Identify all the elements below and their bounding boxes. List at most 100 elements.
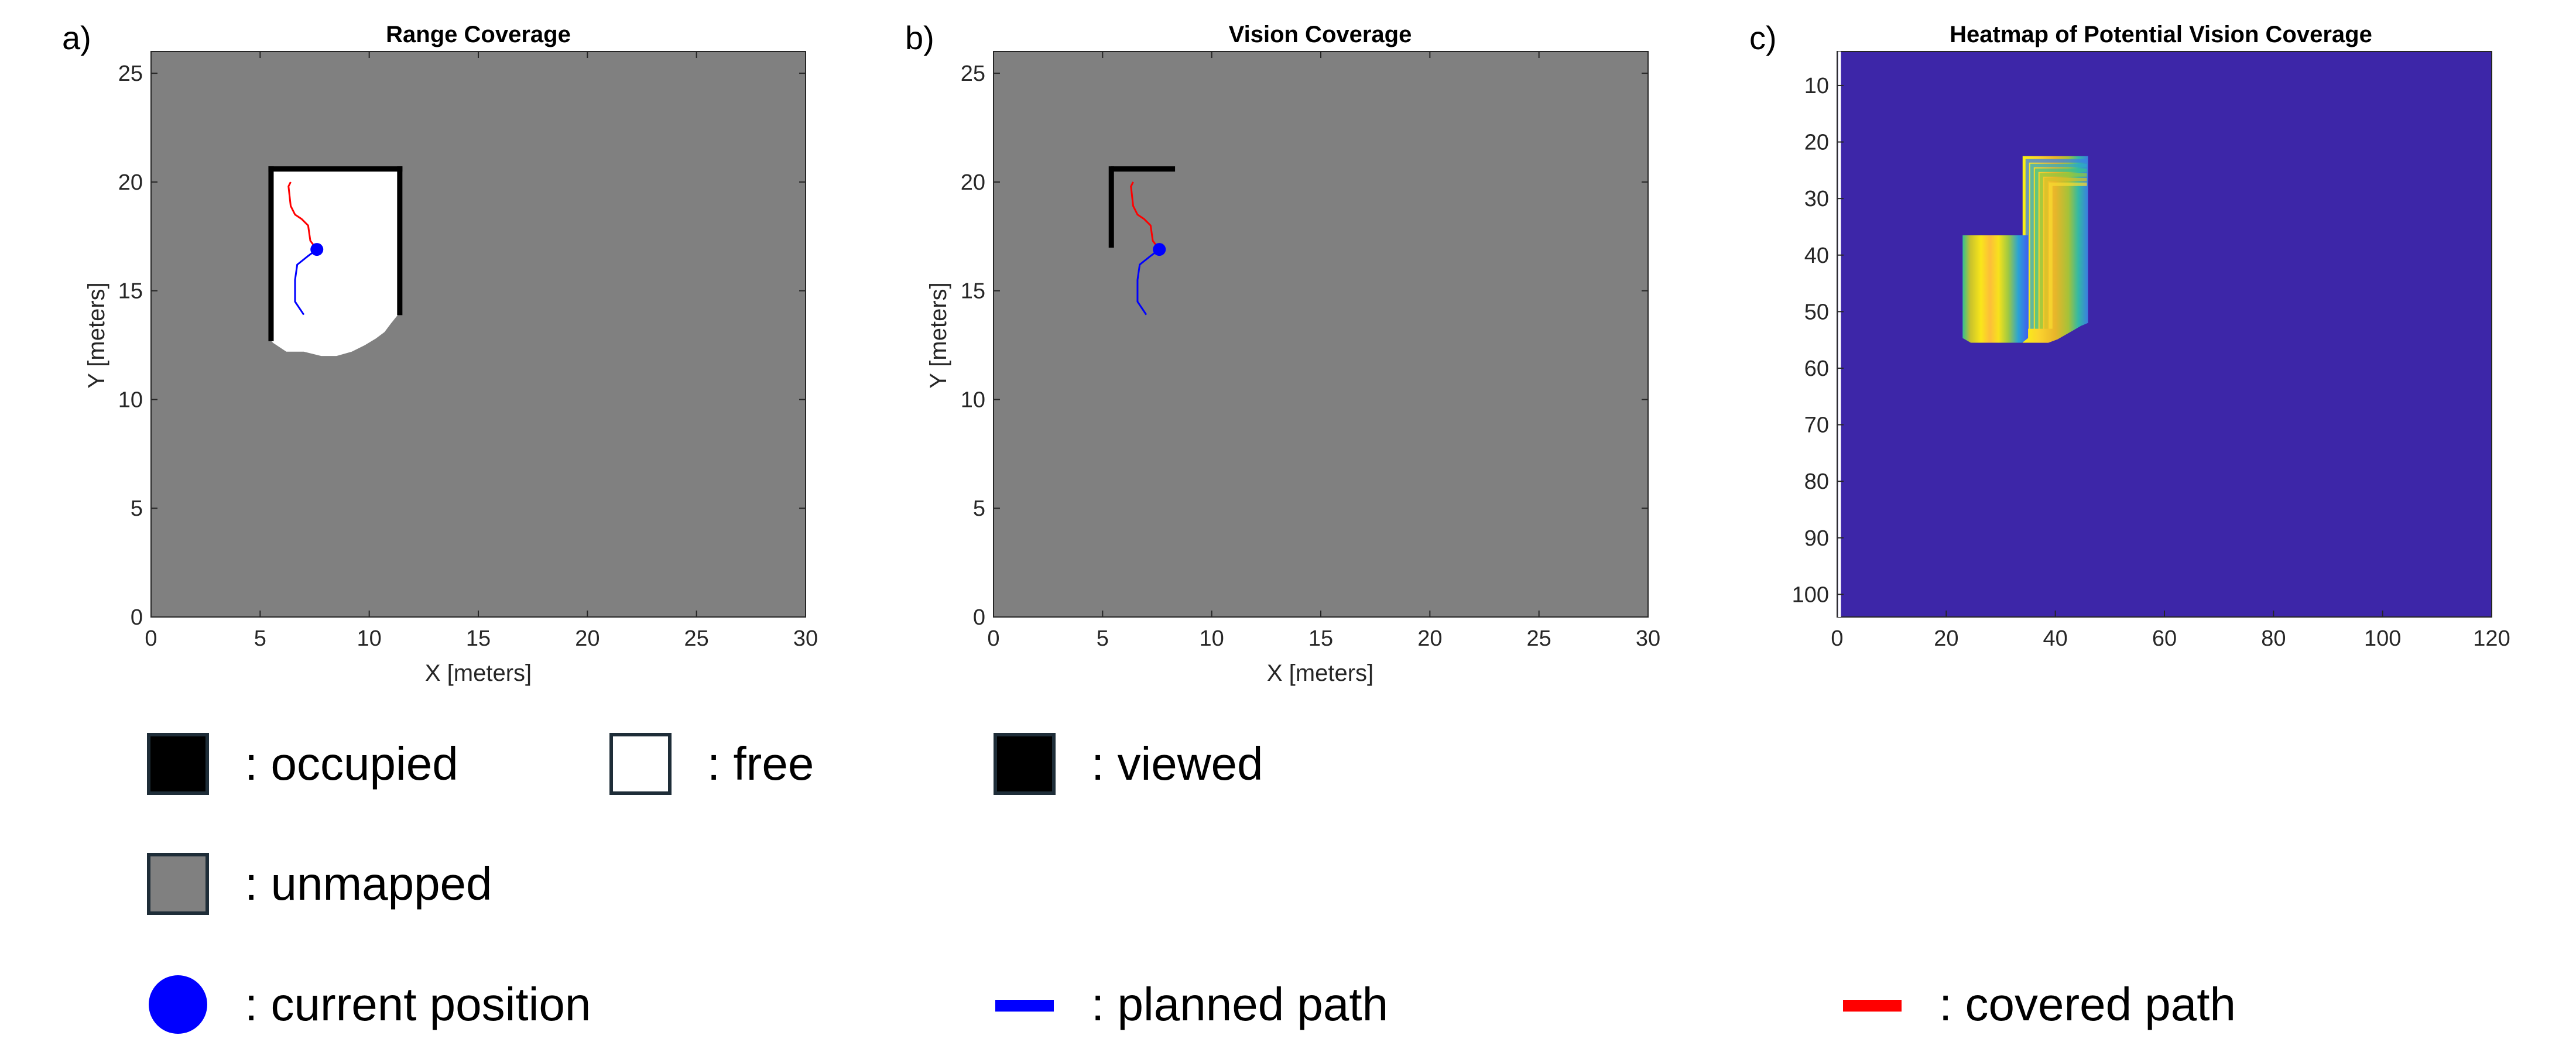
y-tick-label: 100 (1792, 582, 1829, 607)
legend-item: : planned path (995, 978, 1388, 1030)
y-tick-label: 25 (961, 61, 985, 86)
y-tick-label: 20 (961, 170, 985, 195)
legend-item: : viewed (994, 733, 1263, 795)
x-tick-label: 0 (987, 626, 999, 651)
y-tick-label: 25 (118, 61, 143, 86)
legend-swatch-square (147, 733, 209, 795)
heatmap-band (2044, 177, 2087, 329)
x-axis-label-b: X [meters] (1267, 660, 1373, 686)
heatmap-background (1837, 52, 2492, 617)
y-tick-label: 5 (973, 496, 985, 521)
legend-swatch-square (994, 733, 1056, 795)
panel-letter-b: b) (905, 19, 934, 56)
heatmap-upper-block (2022, 156, 2088, 343)
plot-area-a (150, 51, 806, 618)
x-tick-label: 5 (254, 626, 266, 651)
x-tick-label: 20 (1417, 626, 1442, 651)
x-tick-label: 60 (2152, 626, 2177, 651)
current-position-marker (1153, 243, 1166, 256)
x-tick-label: 100 (2364, 626, 2401, 651)
y-tick-label: 10 (118, 388, 143, 412)
ticks-c: 0 20 40 60 80 100 120 10 20 30 40 50 60 70 80 90 100 (1792, 74, 2510, 651)
x-tick-label: 25 (684, 626, 709, 651)
y-tick-label: 70 (1804, 413, 1829, 438)
legend-label: : viewed (1091, 738, 1263, 790)
x-tick-label: 30 (793, 626, 818, 651)
x-tick-label: 40 (2043, 626, 2068, 651)
x-tick-label: 30 (1636, 626, 1660, 651)
x-tick-label: 10 (357, 626, 382, 651)
legend-label: : planned path (1091, 978, 1388, 1030)
x-tick-label: 120 (2473, 626, 2510, 651)
panel-heatmap: c) Heatmap of Potential Vision Coverage … (1749, 19, 2510, 651)
heatmap-band (2049, 182, 2087, 329)
ticks-b: 0 5 10 15 20 25 30 0 5 10 15 20 25 (961, 52, 1660, 651)
y-tick-label: 10 (1804, 74, 1829, 98)
y-tick-label: 10 (961, 388, 985, 412)
y-tick-label: 40 (1804, 244, 1829, 268)
legend-swatch-line (1843, 1000, 1902, 1012)
covered-path (287, 181, 318, 251)
legend-item: : covered path (1843, 978, 2236, 1030)
legend-label: : unmapped (245, 858, 492, 910)
y-tick-label: 80 (1804, 469, 1829, 494)
legend-item: : free (609, 733, 814, 795)
chart-title-heatmap: Heatmap of Potential Vision Coverage (1950, 22, 2372, 47)
heatmap-band (2034, 168, 2087, 329)
legend-swatch-square (147, 853, 209, 915)
free-region (269, 169, 400, 356)
legend-item: : unmapped (147, 853, 492, 915)
y-tick-label: 50 (1804, 300, 1829, 324)
legend-label: : current position (245, 978, 591, 1030)
x-tick-label: 10 (1200, 626, 1224, 651)
y-tick-label: 0 (131, 605, 143, 630)
legend-item: : current position (149, 975, 591, 1034)
y-tick-label: 5 (131, 496, 143, 521)
y-tick-label: 0 (973, 605, 985, 630)
legend-swatch-line (995, 1000, 1054, 1012)
planned-path (1136, 248, 1160, 316)
x-axis-label-a: X [meters] (425, 660, 532, 686)
legend-item: : occupied (147, 733, 458, 795)
current-position-marker (310, 243, 324, 256)
chart-title-range-coverage: Range Coverage (386, 22, 571, 47)
plot-area-b (993, 51, 1649, 618)
x-tick-label: 15 (1308, 626, 1333, 651)
x-tick-label: 5 (1097, 626, 1109, 651)
legend-swatch-circle (149, 975, 207, 1034)
x-tick-label: 15 (466, 626, 491, 651)
map-unmapped-area (151, 52, 806, 617)
x-tick-label: 0 (145, 626, 157, 651)
ticks-a: 0 5 10 15 20 25 30 0 5 10 15 20 25 (118, 52, 818, 651)
heatmap-lower-block (1962, 235, 2029, 343)
planned-path (294, 248, 318, 316)
y-tick-label: 30 (1804, 187, 1829, 211)
y-tick-label: 20 (1804, 131, 1829, 155)
panel-letter-a: a) (62, 19, 91, 56)
legend-label: : occupied (245, 738, 458, 790)
y-tick-label: 60 (1804, 356, 1829, 381)
legend-swatch-square (609, 733, 672, 795)
panel-range-coverage: a) Range Coverage 0 5 10 15 20 25 30 0 5 10 15 20 25… (62, 19, 818, 686)
y-axis-label-b: Y [meters] (926, 282, 951, 389)
legend-label: : free (707, 738, 814, 790)
x-tick-label: 0 (1831, 626, 1843, 651)
x-tick-label: 80 (2261, 626, 2286, 651)
y-tick-label: 15 (961, 279, 985, 304)
map-unmapped-area (994, 52, 1648, 617)
x-tick-label: 20 (575, 626, 600, 651)
legend: : occupied : free : viewed : unmapped : curr… (147, 733, 2236, 1034)
heatmap-band (2030, 163, 2087, 329)
y-tick-label: 20 (118, 170, 143, 195)
y-axis-label-a: Y [meters] (84, 282, 109, 389)
heatmap-band (2039, 173, 2087, 329)
x-tick-label: 25 (1527, 626, 1551, 651)
legend-label: : covered path (1939, 978, 2236, 1030)
panel-vision-coverage: b) Vision Coverage 0 5 10 15 20 25 30 0 5 10 15 20 2… (905, 19, 1660, 686)
plot-area-c (1837, 51, 2492, 618)
covered-path (1130, 181, 1160, 251)
chart-title-vision-coverage: Vision Coverage (1229, 22, 1412, 47)
y-tick-label: 15 (118, 279, 143, 304)
y-tick-label: 90 (1804, 526, 1829, 551)
